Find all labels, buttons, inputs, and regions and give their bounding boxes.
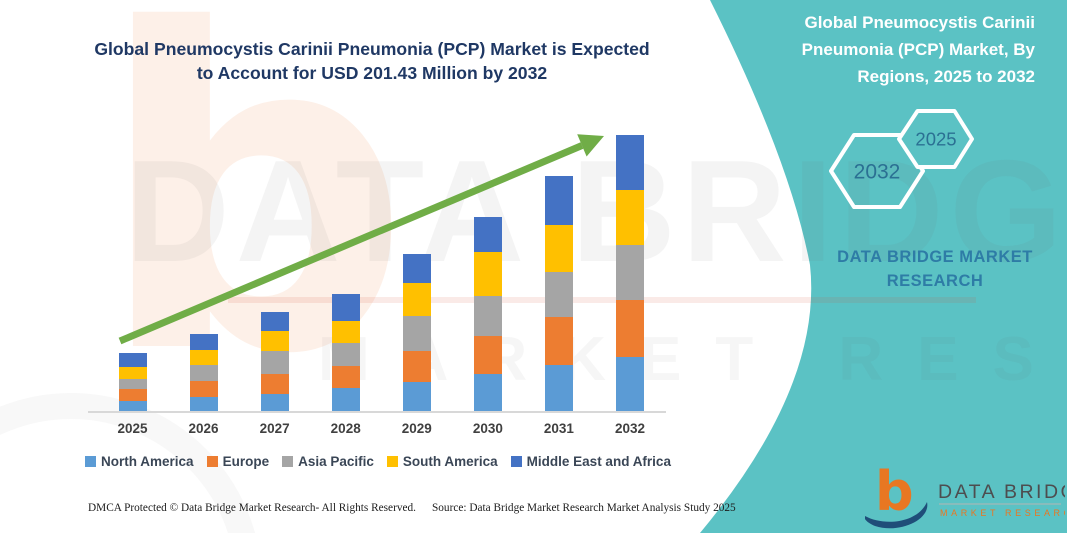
legend-item-middle-east-and-africa: Middle East and Africa — [510, 454, 671, 469]
hexagon-2025-label: 2025 — [915, 129, 956, 150]
right-panel-title: Global Pneumocystis Carinii Pneumonia (P… — [780, 10, 1035, 91]
logo-sub: MARKET RESEARCH — [940, 508, 1065, 518]
bar-segment-north-america — [544, 365, 573, 412]
bar-segment-asia-pacific — [189, 365, 218, 381]
bar-segment-europe — [118, 389, 147, 401]
brand-text-line2: RESEARCH — [886, 271, 984, 290]
bar-segment-europe — [260, 374, 289, 395]
brand-text-line1: DATA BRIDGE MARKET — [837, 248, 1033, 266]
legend-swatch — [386, 456, 398, 467]
bar-segment-north-america — [189, 397, 218, 412]
legend-item-south-america: South America — [386, 454, 498, 469]
logo-name: DATA BRIDGE — [938, 481, 1065, 503]
right-panel-title-line1: Global Pneumocystis Carinii — [804, 13, 1035, 32]
bar-2025 — [118, 353, 147, 412]
bar-segment-asia-pacific — [260, 351, 289, 375]
footer-source: Source: Data Bridge Market Research Mark… — [432, 502, 736, 514]
brand-text: DATA BRIDGE MARKET RESEARCH — [810, 246, 1060, 294]
legend-item-asia-pacific: Asia Pacific — [282, 454, 374, 469]
bar-segment-middle-east-and-africa — [615, 135, 644, 191]
hexagon-2032 — [829, 133, 925, 209]
hexagon-2025 — [897, 109, 974, 169]
bar-segment-north-america — [260, 394, 289, 412]
bar-segment-middle-east-and-africa — [118, 353, 147, 367]
legend-swatch — [206, 456, 218, 467]
year-label-2031: 2031 — [543, 421, 574, 436]
year-label-2026: 2026 — [188, 421, 219, 436]
logo-b-mark: b — [875, 460, 914, 523]
year-label-2027: 2027 — [259, 421, 290, 436]
legend-swatch — [510, 456, 522, 467]
bar-segment-europe — [402, 350, 431, 383]
bar-2032 — [615, 135, 644, 412]
legend-label: Middle East and Africa — [526, 454, 671, 469]
footer-dmca: DMCA Protected © Data Bridge Market Rese… — [88, 502, 416, 514]
bar-segment-north-america — [473, 373, 502, 412]
right-panel-title-line3: Regions, 2025 to 2032 — [857, 66, 1035, 86]
year-label-2030: 2030 — [472, 421, 503, 436]
bar-segment-north-america — [118, 401, 147, 412]
bar-segment-europe — [189, 380, 218, 398]
bar-segment-north-america — [402, 382, 431, 412]
watermark-red-stripe — [228, 297, 976, 303]
year-label-2032: 2032 — [614, 421, 645, 436]
page-title: Global Pneumocystis Carinii Pneumonia (P… — [84, 37, 660, 86]
legend-item-north-america: North America — [85, 454, 194, 469]
right-panel-title-line2: Pneumonia (PCP) Market, By — [801, 39, 1035, 59]
page-title-line2: to Account for USD 201.43 Million by 203… — [196, 63, 548, 84]
page-title-line1: Global Pneumocystis Carinii Pneumonia (P… — [94, 39, 650, 59]
legend-label: North America — [101, 454, 194, 469]
bar-segment-south-america — [189, 349, 218, 366]
legend-label: South America — [402, 454, 498, 469]
legend-swatch — [282, 456, 294, 467]
legend-label: Asia Pacific — [298, 454, 374, 469]
bar-segment-asia-pacific — [118, 378, 147, 390]
data-bridge-logo: b DATA BRIDGE MARKET RESEARCH — [865, 460, 1065, 529]
chart-legend: North America Europe Asia Pacific South Ame… — [85, 454, 671, 469]
bar-segment-europe — [331, 365, 360, 388]
year-label-2028: 2028 — [330, 421, 361, 436]
hexagon-2032-label: 2032 — [854, 161, 901, 184]
legend-item-europe: Europe — [206, 454, 270, 469]
bar-segment-south-america — [118, 366, 147, 379]
year-label-2029: 2029 — [401, 421, 432, 436]
x-axis-line — [88, 411, 666, 413]
bar-segment-north-america — [615, 357, 644, 412]
year-label-2025: 2025 — [117, 421, 148, 436]
legend-swatch — [85, 456, 97, 467]
logo-swoosh — [865, 502, 928, 529]
bar-segment-asia-pacific — [615, 245, 644, 301]
bar-segment-europe — [615, 300, 644, 357]
bar-segment-asia-pacific — [331, 342, 360, 366]
bar-segment-south-america — [615, 190, 644, 246]
legend-label: Europe — [222, 454, 270, 469]
bar-segment-north-america — [331, 387, 360, 412]
